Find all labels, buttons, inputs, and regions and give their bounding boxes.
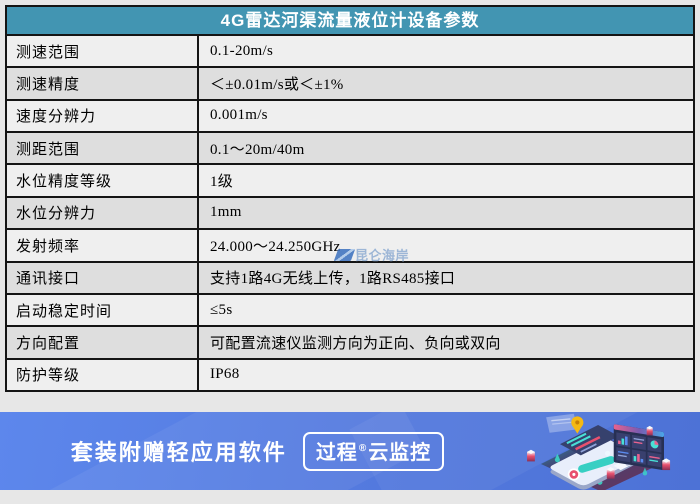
spec-label: 方向配置 — [7, 327, 199, 358]
spec-table: 4G雷达河渠流量液位计设备参数 测速范围 0.1-20m/s 测速精度 ＜±0.01m… — [5, 5, 695, 392]
table-row: 防护等级 IP68 — [7, 359, 693, 390]
banner-content: 套装附赠轻应用软件 过程®云监控 — [0, 412, 515, 490]
spec-value: IP68 — [210, 366, 240, 383]
table-row: 速度分辨力 0.001m/s — [7, 100, 693, 134]
spec-rows: 测速范围 0.1-20m/s 测速精度 ＜±0.01m/s或＜±1% 速度分辨力 0.00… — [7, 36, 693, 390]
promo-banner: 套装附赠轻应用软件 过程®云监控 — [0, 412, 700, 490]
spec-value: 1mm — [210, 204, 242, 221]
table-row: 水位精度等级 1级 — [7, 165, 693, 198]
spec-label: 发射频率 — [7, 230, 199, 261]
table-row: 方向配置 可配置流速仪监测方向为正向、负向或双向 — [7, 327, 693, 360]
spec-label: 测距范围 — [7, 133, 199, 164]
spec-label: 启动稳定时间 — [7, 294, 199, 326]
spec-value: 1级 — [210, 174, 234, 191]
spec-label: 测速范围 — [7, 36, 199, 67]
table-row: 发射频率 24.000～24.250GHz — [7, 230, 693, 263]
spec-value: 0.001m/s — [210, 107, 268, 124]
spec-label: 水位精度等级 — [7, 165, 199, 196]
table-row: 测速范围 0.1-20m/s — [7, 36, 693, 69]
spec-label: 速度分辨力 — [7, 100, 199, 132]
spec-value: 0.1-20m/s — [210, 42, 274, 59]
spec-value: 可配置流速仪监测方向为正向、负向或双向 — [210, 335, 501, 352]
registered-trademark-icon: ® — [358, 442, 368, 454]
table-row: 测速精度 ＜±0.01m/s或＜±1% — [7, 68, 693, 101]
cloud-monitor-illustration-icon — [504, 412, 694, 490]
spec-label: 测速精度 — [7, 68, 199, 99]
table-row: 通讯接口 支持1路4G无线上传，1路RS485接口 — [7, 262, 693, 295]
spec-value: 0.1～20m/40m — [210, 141, 305, 158]
badge-prefix: 过程 — [315, 441, 358, 464]
spec-value: 支持1路4G无线上传，1路RS485接口 — [210, 271, 456, 288]
spec-value: ＜±0.01m/s或＜±1% — [210, 77, 344, 94]
table-title: 4G雷达河渠流量液位计设备参数 — [7, 7, 693, 36]
spec-label: 水位分辨力 — [7, 197, 199, 229]
spec-value: ≤5s — [210, 301, 233, 318]
table-row: 启动稳定时间 ≤5s — [7, 294, 693, 328]
spec-label: 通讯接口 — [7, 262, 199, 293]
badge-suffix: 云监控 — [368, 441, 432, 464]
spec-label: 防护等级 — [7, 359, 199, 390]
table-row: 水位分辨力 1mm — [7, 197, 693, 231]
table-row: 测距范围 0.1～20m/40m — [7, 133, 693, 166]
product-badge: 过程®云监控 — [302, 431, 445, 471]
banner-slogan: 套装附赠轻应用软件 — [70, 440, 287, 465]
spec-value: 24.000～24.250GHz — [210, 238, 341, 255]
